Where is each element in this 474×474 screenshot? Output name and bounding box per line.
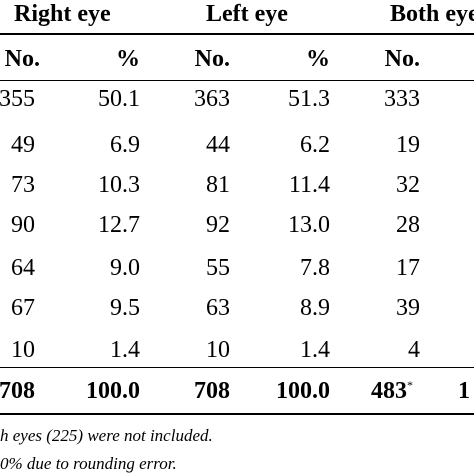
table-cell-right-pct: 12.7 <box>98 212 140 238</box>
table-cell-left-no: 81 <box>206 172 230 198</box>
subheader-left-no: No. <box>194 46 230 72</box>
table-cell-right-no: 90 <box>11 212 35 238</box>
total-bottom-rule <box>0 413 474 415</box>
table-cell-right-pct: 1.4 <box>110 337 140 363</box>
table-cell-right-no: 73 <box>11 172 35 198</box>
table-cell-left-pct: 51.3 <box>288 86 330 112</box>
total-both-pct-partial: 1 <box>458 378 470 404</box>
table-cell-left-pct: 7.8 <box>300 255 330 281</box>
table-cell-left-no: 55 <box>206 255 230 281</box>
table-cell-right-pct: 9.5 <box>110 295 140 321</box>
table-cell-right-no: 67 <box>11 295 35 321</box>
table-cell-right-no: 10 <box>11 337 35 363</box>
footnote-1: h eyes (225) were not included. <box>0 426 213 445</box>
footnote-2: 0% due to rounding error. <box>0 454 177 473</box>
table-cell-right-pct: 9.0 <box>110 255 140 281</box>
table-cell-both-no: 28 <box>396 212 420 238</box>
subheader-right-pct: % <box>116 46 140 72</box>
table-cell-right-no: 355 <box>0 86 35 112</box>
table-cell-right-pct: 50.1 <box>98 86 140 112</box>
table-cell-left-pct: 13.0 <box>288 212 330 238</box>
table-cell-both-no: 39 <box>396 295 420 321</box>
group-header-left-eye: Left eye <box>206 1 288 27</box>
table-cell-left-no: 44 <box>206 132 230 158</box>
table-cell-left-no: 92 <box>206 212 230 238</box>
table-cell-left-pct: 8.9 <box>300 295 330 321</box>
table-cell-both-no: 333 <box>384 86 420 112</box>
group-header-right-eye: Right eye <box>14 1 111 27</box>
table-cell-left-no: 10 <box>206 337 230 363</box>
table-cell-both-no: 32 <box>396 172 420 198</box>
total-both-no-value: 483 <box>371 378 407 404</box>
table-cell-right-pct: 6.9 <box>110 132 140 158</box>
subheader-both-no: No. <box>384 46 420 72</box>
subheader-right-no: No. <box>4 46 40 72</box>
total-right-no: 708 <box>0 378 35 404</box>
total-left-no: 708 <box>194 378 230 404</box>
total-top-rule <box>0 367 474 368</box>
table-cell-both-no: 19 <box>396 132 420 158</box>
total-left-pct: 100.0 <box>276 378 330 404</box>
total-right-pct: 100.0 <box>86 378 140 404</box>
header-rule <box>0 80 474 81</box>
table-cell-left-pct: 6.2 <box>300 132 330 158</box>
total-both-no: 483* <box>371 379 413 403</box>
total-both-footnote-mark: * <box>407 378 413 392</box>
table-cell-left-pct: 1.4 <box>300 337 330 363</box>
table-cell-right-pct: 10.3 <box>98 172 140 198</box>
table-cell-both-no: 4 <box>408 337 420 363</box>
table-cell-left-pct: 11.4 <box>288 172 330 198</box>
table-cell-right-no: 64 <box>11 255 35 281</box>
table-cell-left-no: 363 <box>194 86 230 112</box>
table-cell-right-no: 49 <box>11 132 35 158</box>
table-cell-left-no: 63 <box>206 295 230 321</box>
subheader-left-pct: % <box>306 46 330 72</box>
table-cell-both-no: 17 <box>396 255 420 281</box>
table-top-rule <box>0 33 474 35</box>
group-header-both-eyes: Both eyes <box>390 1 474 27</box>
